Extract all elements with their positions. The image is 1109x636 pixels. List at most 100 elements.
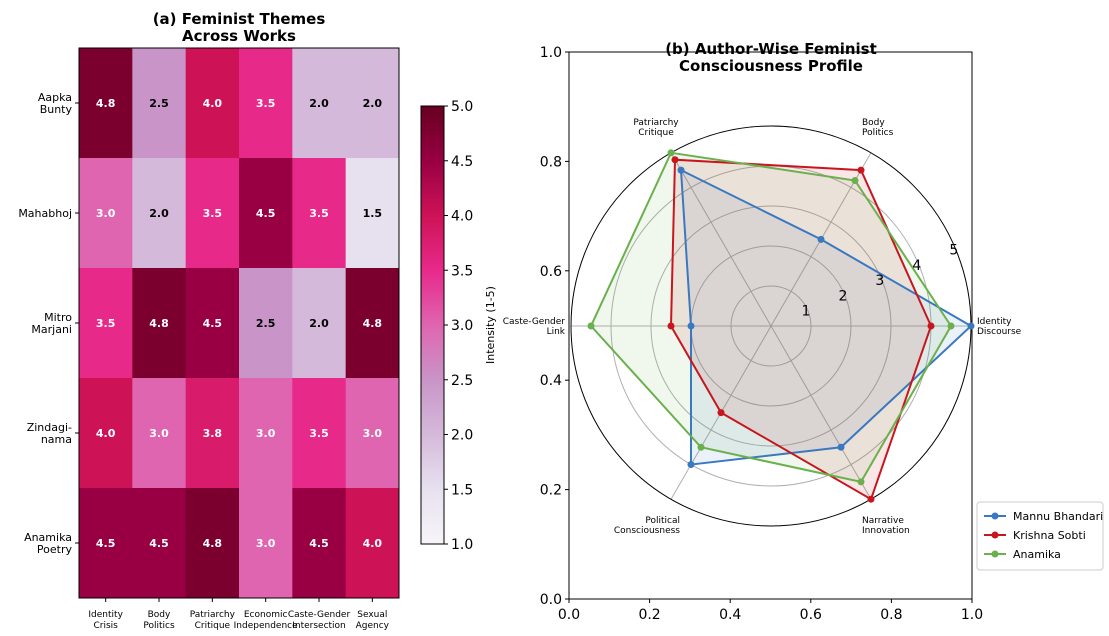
radar-axis-label: Patriarchy Critique [633, 118, 679, 138]
radar-series-point [867, 495, 875, 503]
radar-x-tick-label: 0.4 [719, 607, 741, 623]
colorbar: 1.0 1.5 2.0 2.5 3.0 3.5 4.0 4.5 5.0 Intensity (1… [420, 99, 497, 553]
heatmap-cell [239, 48, 293, 159]
colorbar-ticks: 1.0 1.5 2.0 2.5 3.0 3.5 4.0 4.5 5.0 [444, 99, 473, 553]
heatmap-cell [185, 48, 240, 159]
radar-y-tick-label: 0.4 [540, 373, 562, 389]
colorbar-tick-label: 1.5 [451, 482, 473, 498]
radar-series-fill [591, 152, 951, 482]
heatmap-column-label: Economic Independence [234, 610, 298, 631]
radar-series-point [817, 235, 825, 243]
legend-frame [976, 501, 1104, 571]
heatmap-column-label: Sexual Agency [356, 610, 390, 631]
heatmap-cell-value: 2.5 [256, 317, 276, 330]
heatmap-cell-value: 1.5 [363, 207, 383, 220]
heatmap-cell-value: 4.8 [149, 317, 169, 330]
radar-series-point [857, 166, 865, 174]
colorbar-tick-label: 4.0 [451, 209, 473, 225]
radar-series-point [667, 322, 675, 330]
heatmap-cell [185, 158, 240, 269]
heatmap-panel: 4.8 2.5 4.0 3.5 2.0 2.0 3.0 2.0 3.5 4.5 3.5 1.5 3.5 4… [18, 10, 400, 631]
colorbar-tick-label: 5.0 [451, 99, 473, 115]
radar-series-point [587, 322, 595, 330]
legend-marker [991, 531, 999, 539]
radar-axis-label: Caste-Gender Link [503, 317, 566, 337]
heatmap-cell-value: 4.8 [203, 537, 223, 550]
heatmap-cell-value: 4.5 [203, 317, 223, 330]
radar-x-tick-label: 0.6 [800, 607, 822, 623]
radar-legend: Mannu Bhandari Krishna Sobti Anamika [976, 501, 1104, 571]
heatmap-cell [292, 268, 347, 379]
heatmap-row-label: Anamika Poetry [24, 531, 72, 556]
heatmap-cell [79, 378, 133, 489]
heatmap-cell [132, 488, 187, 599]
radar-axis-label: Identity Discourse [977, 317, 1022, 337]
heatmap-cell-value: 3.5 [309, 207, 329, 220]
heatmap-cell [292, 48, 347, 159]
heatmap-cell-value: 2.0 [149, 207, 169, 220]
heatmap-cell-value: 3.0 [256, 537, 276, 550]
radar-radial-tick-label: 4 [912, 258, 921, 274]
radar-series-point [667, 149, 675, 157]
radar-background-axis-ticks: 0.0 0.2 0.4 0.6 0.8 1.0 0.0 0.2 0.4 0.6 0.8 1.0 [540, 45, 983, 623]
heatmap-cell [185, 378, 240, 489]
radar-x-tick-label: 0.0 [558, 607, 580, 623]
radar-spoke [670, 152, 772, 327]
heatmap-cell [345, 48, 400, 159]
heatmap-cell [132, 48, 187, 159]
heatmap-cell-value: 3.0 [149, 427, 169, 440]
heatmap-cell [292, 158, 347, 269]
heatmap-cell [292, 378, 347, 489]
heatmap-cell-value: 4.5 [309, 537, 329, 550]
heatmap-cell-value: 2.0 [363, 97, 383, 110]
radar-series-point [947, 322, 955, 330]
heatmap-cell [185, 268, 240, 379]
heatmap-cell [345, 158, 400, 269]
radar-series-point [677, 166, 685, 174]
heatmap-cell-value: 3.0 [363, 427, 383, 440]
legend-label: Anamika [1013, 548, 1061, 561]
heatmap-cell [132, 268, 187, 379]
colorbar-tick-label: 4.5 [451, 154, 473, 170]
radar-y-tick-label: 0.0 [540, 592, 562, 608]
heatmap-cell-value: 2.0 [309, 317, 329, 330]
heatmap-cell [239, 378, 293, 489]
colorbar-tick-label: 2.0 [451, 428, 473, 444]
heatmap-cell [132, 378, 187, 489]
radar-y-tick-label: 0.2 [540, 483, 562, 499]
heatmap-cell-value: 2.0 [309, 97, 329, 110]
heatmap-row-labels: Aapka Bunty Mahabhoj Mitro Marjani Zindagi-na… [18, 91, 79, 556]
radar-series-fill [671, 159, 931, 500]
radar-x-tick-label: 0.2 [638, 607, 660, 623]
heatmap-cell [292, 488, 347, 599]
heatmap-column-label: Caste-Gender Intersection [288, 610, 351, 631]
radar-axis-labels: Identity Discourse Body Politics Patriarchy C… [503, 118, 1022, 536]
heatmap-cell [345, 268, 400, 379]
heatmap-cell-value: 4.5 [256, 207, 276, 220]
radar-x-tick-label: 0.8 [880, 607, 902, 623]
heatmap-cell [345, 488, 400, 599]
radar-y-tick-label: 1.0 [540, 45, 562, 61]
radar-series-point [687, 461, 695, 469]
radar-title-text: (b) Author-Wise Feminist Consciousness Pr… [665, 40, 877, 75]
heatmap-cell-value: 3.5 [203, 207, 223, 220]
radar-radial-tick-label: 5 [949, 242, 958, 258]
radar-y-tick-label: 0.8 [540, 154, 562, 170]
radar-axis-label: Political Consciousness [614, 516, 680, 536]
heatmap-row-label: Aapka Bunty [38, 91, 73, 116]
radar-axis-label: Narrative Innovation [862, 516, 910, 536]
radar-series-point [927, 322, 935, 330]
radar-series-point [837, 443, 845, 451]
legend-marker [991, 550, 999, 558]
colorbar-tick-label: 2.5 [451, 373, 473, 389]
heatmap-cell-value: 4.8 [96, 97, 116, 110]
colorbar-tick-label: 3.5 [451, 263, 473, 279]
colorbar-tick-label: 3.0 [451, 318, 473, 334]
heatmap-cell [239, 158, 293, 269]
heatmap-cell [239, 488, 293, 599]
radar-x-tick-label: 1.0 [961, 607, 983, 623]
heatmap-cell-value: 3.5 [309, 427, 329, 440]
heatmap-cell-value: 4.0 [203, 97, 223, 110]
heatmap-cell-value: 3.0 [96, 207, 116, 220]
